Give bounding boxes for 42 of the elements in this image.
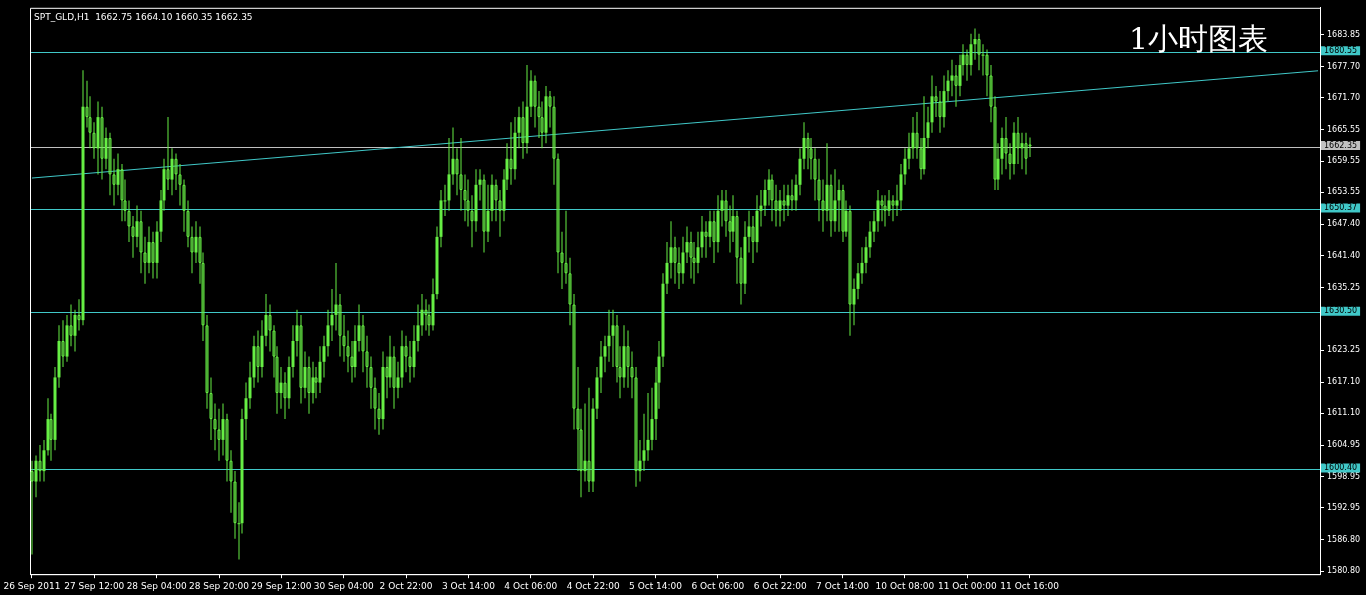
x-tick-label: 3 Oct 14:00 xyxy=(441,580,496,591)
y-tick-label: 1647.40 xyxy=(1327,219,1361,229)
y-tick-label: 1592.95 xyxy=(1327,502,1361,512)
candlestick xyxy=(981,44,985,76)
x-tick-label: 2 Oct 22:00 xyxy=(379,580,433,591)
annotation: 1小时图表 xyxy=(1128,20,1268,56)
ref-line-label: 1630.50 xyxy=(1324,306,1358,316)
ref-line-label: 1650.37 xyxy=(1324,202,1358,212)
y-tick-label: 1580.80 xyxy=(1327,566,1361,576)
x-tick-label: 10 Oct 08:00 xyxy=(875,580,935,591)
y-tick-label: 1598.95 xyxy=(1327,471,1361,481)
x-tick-label: 28 Sep 20:00 xyxy=(188,580,250,591)
x-tick-label: 5 Oct 14:00 xyxy=(629,580,683,591)
y-tick-label: 1604.95 xyxy=(1327,440,1361,450)
x-tick-label: 7 Oct 14:00 xyxy=(816,580,870,591)
x-tick-label: 4 Oct 06:00 xyxy=(504,580,558,591)
y-tick-label: 1586.80 xyxy=(1327,534,1361,544)
x-tick-label: 4 Oct 22:00 xyxy=(566,580,620,591)
y-tick-label: 1677.70 xyxy=(1327,61,1361,71)
ref-line-label: 1600.40 xyxy=(1324,463,1358,473)
text: SPT_GLD,H1 1662.75 1664.10 1660.35 1662.35 xyxy=(34,12,253,23)
ref-line-label: 1680.55 xyxy=(1324,45,1358,55)
x-tick-label: 26 Sep 2011 xyxy=(3,580,61,591)
y-tick-label: 1671.70 xyxy=(1327,92,1361,102)
ref-line-label: 1662.35 xyxy=(1324,140,1358,150)
x-tick-label: 27 Sep 12:00 xyxy=(64,580,125,591)
y-tick-label: 1665.55 xyxy=(1327,124,1361,134)
y-tick-label: 1641.40 xyxy=(1327,250,1361,260)
y-tick-label: 1635.25 xyxy=(1327,282,1361,292)
x-tick-label: 6 Oct 22:00 xyxy=(753,580,807,591)
x-tick-label: 29 Sep 12:00 xyxy=(251,580,312,591)
y-tick-label: 1683.85 xyxy=(1327,29,1361,39)
y-tick-label: 1611.10 xyxy=(1327,408,1361,418)
y-tick-label: 1659.55 xyxy=(1327,156,1361,166)
y-tick-label: 1623.25 xyxy=(1327,345,1361,355)
x-tick-label: 28 Sep 04:00 xyxy=(126,580,187,591)
x-tick-label: 30 Sep 04:00 xyxy=(313,580,375,591)
x-tick-label: 6 Oct 06:00 xyxy=(691,580,745,591)
x-tick-label: 11 Oct 00:00 xyxy=(937,580,997,591)
x-tick-label: 11 Oct 16:00 xyxy=(1000,580,1060,591)
y-tick-label: 1617.10 xyxy=(1327,377,1361,387)
y-tick-label: 1653.55 xyxy=(1327,187,1361,197)
